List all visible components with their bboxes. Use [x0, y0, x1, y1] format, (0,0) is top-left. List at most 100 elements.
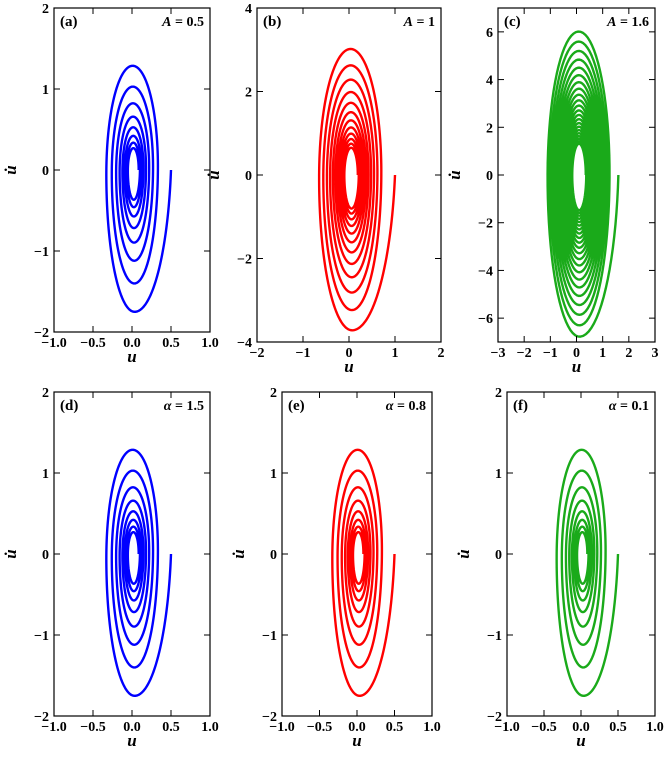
- panel-label: (a): [60, 14, 78, 30]
- y-tick-label: −4: [478, 264, 493, 279]
- x-tick-label: 0.5: [162, 336, 180, 351]
- y-tick-label: 0: [42, 548, 49, 563]
- y-tick-label: −2: [237, 253, 252, 268]
- y-tick-label: 1: [42, 467, 49, 482]
- parameter-value: = 0.8: [394, 399, 426, 414]
- trajectory-curve: [317, 47, 397, 332]
- chart-panel-e: −1.0 −0.5 0.0 0.5 1.0 −2 −1 0 1 2 u u̇ (e) α = 0.8: [229, 386, 441, 750]
- x-tick-label: −1.0: [269, 720, 294, 735]
- y-axis-label: u̇: [445, 170, 464, 179]
- parameter-symbol: A: [161, 15, 171, 30]
- x-tick-label: 1: [392, 346, 399, 361]
- y-tick-label: −1: [487, 629, 502, 644]
- y-tick-label: 2: [245, 86, 252, 101]
- parameter-value: = 1.6: [617, 15, 649, 30]
- x-tick-label: 2: [438, 346, 445, 361]
- panel-label: (c): [504, 14, 521, 30]
- x-tick-label: −1.0: [494, 720, 519, 735]
- y-tick-label: −4: [237, 336, 252, 351]
- y-tick-label: 0: [245, 169, 252, 184]
- y-tick-label: 0: [486, 169, 493, 184]
- parameter-value: = 0.1: [617, 399, 649, 414]
- y-tick-label: 0: [270, 548, 277, 563]
- x-tick-label: 1.0: [423, 720, 441, 735]
- y-tick-label: −2: [487, 710, 502, 725]
- x-tick-label: 1.0: [646, 720, 664, 735]
- x-tick-label: 0.0: [572, 720, 590, 735]
- panel-label: (b): [263, 14, 281, 30]
- trajectory-curve: [105, 448, 173, 698]
- x-axis-label: u: [572, 357, 581, 376]
- chart-panel-d: −1.0 −0.5 0.0 0.5 1.0 −2 −1 0 1 2 u u̇ (d) α = 1.5: [1, 386, 219, 750]
- panel-label: (f): [513, 398, 528, 414]
- parameter-symbol: A: [606, 15, 616, 30]
- parameter-annotation: A = 1.6: [606, 15, 649, 30]
- parameter-symbol: α: [609, 399, 617, 414]
- y-tick-label: 1: [42, 83, 49, 98]
- x-tick-label: 0: [346, 346, 353, 361]
- panel-label: (d): [60, 398, 78, 414]
- x-tick-label: 0.0: [123, 720, 141, 735]
- x-tick-label: −2: [250, 346, 265, 361]
- x-tick-label: 0.0: [348, 720, 366, 735]
- chart-panel-a: −1.0 −0.5 0.0 0.5 1.0 −2 −1 0 1 2 u u̇ (a) A = 0.5: [1, 2, 219, 366]
- parameter-value: = 1.5: [172, 399, 204, 414]
- plot-frame: [497, 7, 656, 343]
- y-axis-label: u̇: [1, 549, 20, 558]
- y-tick-label: 4: [486, 74, 493, 89]
- y-tick-label: 6: [486, 26, 493, 41]
- trajectory-curve: [555, 448, 620, 698]
- x-tick-label: −2: [517, 346, 532, 361]
- x-axis-label: u: [352, 731, 361, 750]
- parameter-annotation: α = 0.8: [386, 399, 426, 414]
- x-axis-label: u: [127, 347, 136, 366]
- x-tick-label: −0.5: [80, 720, 105, 735]
- x-tick-label: 3: [652, 346, 659, 361]
- y-tick-label: 4: [245, 2, 252, 17]
- x-tick-label: −0.5: [307, 720, 332, 735]
- y-tick-label: 1: [495, 467, 502, 482]
- parameter-value: = 0.5: [172, 15, 204, 30]
- parameter-annotation: A = 0.5: [161, 15, 204, 30]
- y-tick-label: −2: [478, 217, 493, 232]
- x-tick-label: −1.0: [41, 720, 66, 735]
- x-axis-label: u: [344, 357, 353, 376]
- y-tick-label: 1: [270, 467, 277, 482]
- y-axis-label: u̇: [204, 170, 223, 179]
- y-axis-label: u̇: [454, 549, 473, 558]
- x-tick-label: 0.0: [123, 336, 141, 351]
- x-tick-label: 0.5: [386, 720, 404, 735]
- y-tick-label: 2: [495, 386, 502, 401]
- parameter-annotation: A = 1: [403, 15, 435, 30]
- y-tick-label: 0: [495, 548, 502, 563]
- parameter-annotation: α = 1.5: [164, 399, 204, 414]
- parameter-symbol: α: [386, 399, 394, 414]
- chart-panel-c: −3 −2 −1 0 1 2 3 −6 −4 −2 0 2 4 6 u u̇ (c) A = 1.6: [445, 7, 659, 376]
- y-tick-label: −1: [34, 629, 49, 644]
- trajectory-curve: [546, 30, 620, 338]
- trajectory-curve: [105, 64, 173, 314]
- chart-panel-f: −1.0 −0.5 0.0 0.5 1.0 −2 −1 0 1 2 u u̇ (f) α = 0.1: [454, 386, 664, 750]
- y-tick-label: 2: [42, 2, 49, 17]
- x-tick-label: −3: [491, 346, 506, 361]
- y-tick-label: −2: [34, 710, 49, 725]
- y-tick-label: −1: [34, 245, 49, 260]
- x-tick-label: −0.5: [531, 720, 556, 735]
- x-tick-label: 1.0: [201, 336, 219, 351]
- y-tick-label: 2: [270, 386, 277, 401]
- x-tick-label: −0.5: [80, 336, 105, 351]
- parameter-annotation: α = 0.1: [609, 399, 649, 414]
- x-tick-label: 0: [573, 346, 580, 361]
- x-tick-label: 1.0: [201, 720, 219, 735]
- y-tick-label: −6: [478, 312, 493, 327]
- x-tick-label: 0.5: [609, 720, 627, 735]
- parameter-symbol: A: [403, 15, 413, 30]
- x-tick-label: 2: [625, 346, 632, 361]
- x-tick-label: −1: [296, 346, 311, 361]
- y-tick-label: 0: [42, 164, 49, 179]
- x-tick-label: 0.5: [162, 720, 180, 735]
- x-axis-label: u: [127, 731, 136, 750]
- y-tick-label: −2: [262, 710, 277, 725]
